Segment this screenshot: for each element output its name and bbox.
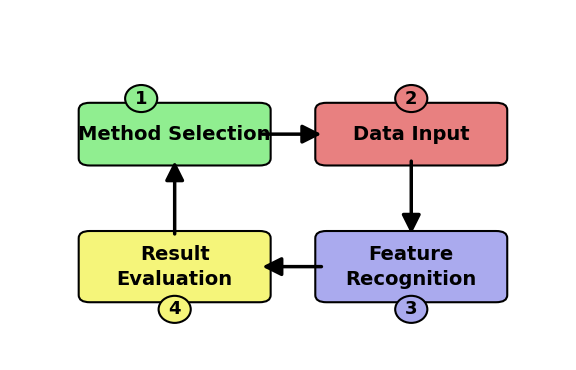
Text: 3: 3 [405,300,418,318]
Text: Method Selection: Method Selection [78,125,271,144]
Ellipse shape [395,85,427,112]
Ellipse shape [125,85,157,112]
FancyBboxPatch shape [315,103,507,165]
Ellipse shape [158,296,191,323]
FancyBboxPatch shape [79,103,271,165]
Text: Result
Evaluation: Result Evaluation [116,245,233,289]
Text: 1: 1 [135,90,147,108]
Text: 2: 2 [405,90,418,108]
Ellipse shape [395,296,427,323]
FancyBboxPatch shape [315,231,507,302]
FancyBboxPatch shape [79,231,271,302]
Text: Feature
Recognition: Feature Recognition [346,245,477,289]
Text: 4: 4 [168,300,181,318]
Text: Data Input: Data Input [353,125,469,144]
